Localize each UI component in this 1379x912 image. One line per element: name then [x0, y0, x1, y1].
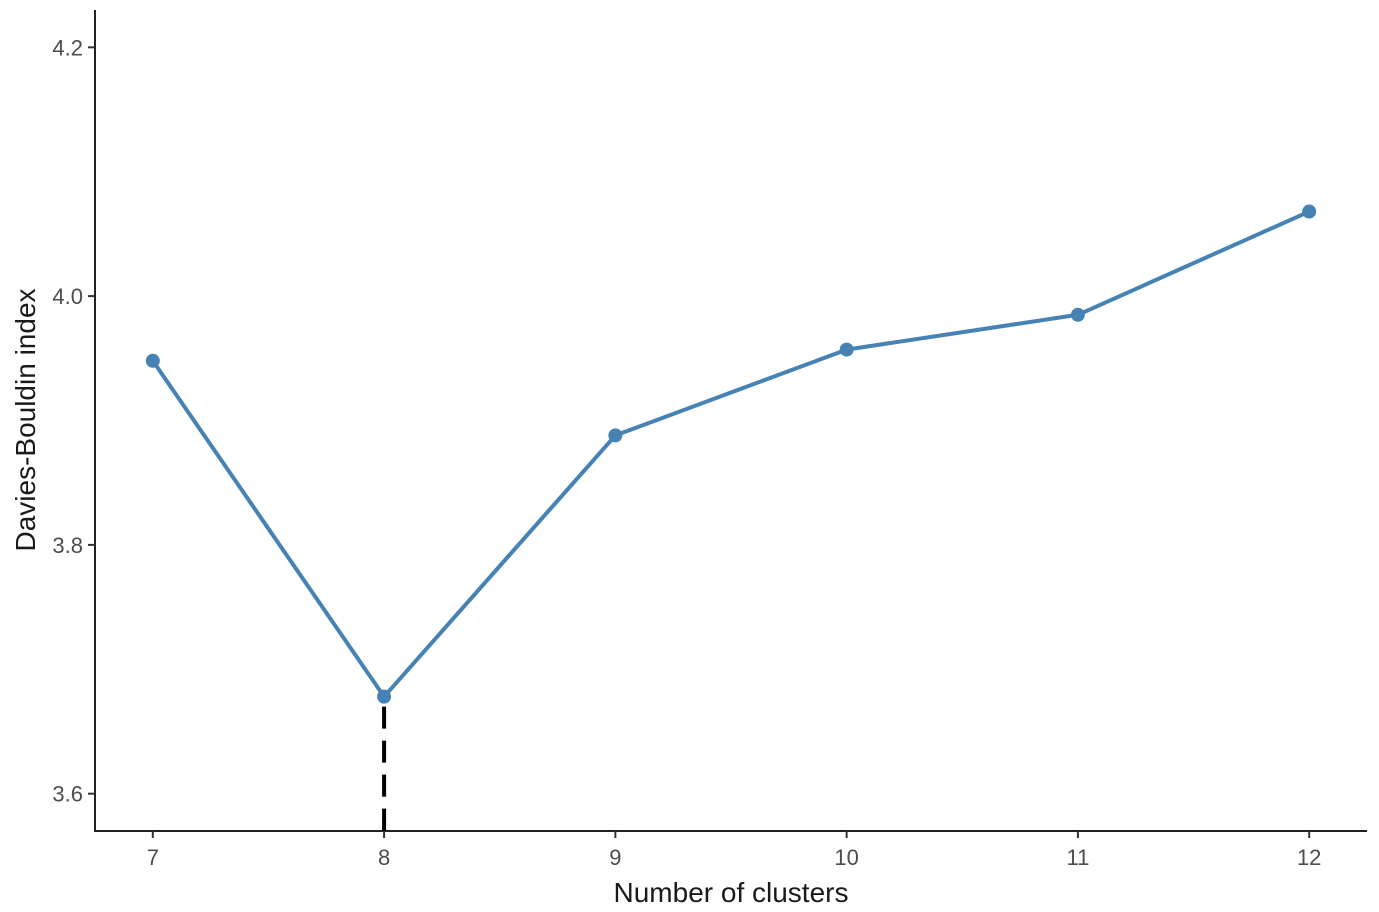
series-group: [150, 209, 1312, 831]
data-point: [608, 428, 623, 443]
axis-ticks: [88, 46, 1311, 838]
x-tick-label: 11: [1066, 845, 1089, 870]
axis-lines: [94, 10, 1367, 832]
data-point: [1302, 204, 1317, 219]
y-tick-label: 4.2: [52, 35, 83, 60]
series-line: [150, 209, 1312, 699]
x-tick-label: 8: [378, 845, 390, 870]
x-tick-label: 7: [147, 845, 159, 870]
data-points: [145, 204, 1317, 704]
data-point: [1070, 307, 1085, 322]
data-point: [839, 342, 854, 357]
data-point: [377, 689, 392, 704]
y-tick-label: 4.0: [52, 284, 83, 309]
y-tick-label: 3.6: [52, 782, 83, 807]
x-tick-label: 12: [1297, 845, 1321, 870]
x-axis-title: Number of clusters: [614, 877, 849, 908]
tick-labels: 7 8 9 10 11 12 3.6 3.8 4.0 4.2: [52, 35, 1321, 870]
y-tick-label: 3.8: [52, 533, 83, 558]
x-tick-label: 9: [609, 845, 621, 870]
x-tick-label: 10: [834, 845, 858, 870]
y-axis-title: Davies-Bouldin index: [10, 288, 41, 551]
data-point: [145, 353, 160, 368]
